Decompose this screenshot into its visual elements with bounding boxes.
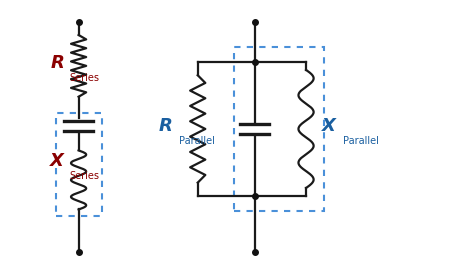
Bar [55, 113, 101, 216]
Text: R: R [158, 117, 173, 135]
Text: Parallel: Parallel [343, 136, 378, 146]
Text: Series: Series [70, 170, 100, 181]
Text: X: X [322, 117, 336, 135]
Bar [234, 47, 324, 211]
Text: Parallel: Parallel [179, 136, 215, 146]
Text: Series: Series [70, 73, 100, 82]
Text: R: R [50, 54, 64, 72]
Text: X: X [50, 152, 64, 170]
